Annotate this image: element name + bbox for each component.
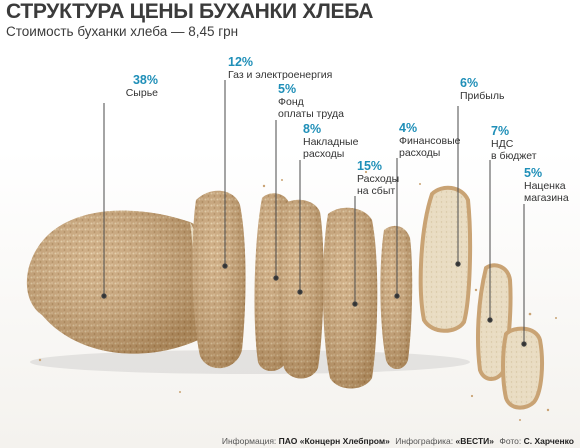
label-text: Сырье (125, 87, 158, 99)
page-title: СТРУКТУРА ЦЕНЫ БУХАНКИ ХЛЕБА (6, 0, 374, 23)
label-sales-costs: 15% Расходы на сбыт (357, 159, 399, 197)
graphics-label: Инфографика: (395, 436, 454, 446)
crumbs (38, 170, 557, 421)
photo-value: С. Харченко (523, 436, 574, 446)
label-gas-electricity: 12% Газ и электроенергия (228, 55, 332, 81)
label-text: НДС (491, 138, 514, 150)
slice-1 (192, 190, 246, 369)
label-text: Наценка (524, 180, 566, 192)
label-syrye: 38% Сырье (126, 73, 158, 99)
label-text: Газ и электроенергия (228, 69, 333, 81)
slice-3 (278, 199, 324, 379)
label-percent: 15% (357, 159, 383, 173)
label-text: в бюджет (491, 150, 537, 162)
label-overhead: 8% Накладные расходы (303, 122, 358, 160)
label-financial-costs: 4% Финансовые расходы (399, 121, 460, 159)
label-profit: 6% Прибыль (460, 76, 504, 102)
label-vat: 7% НДС в бюджет (491, 124, 537, 162)
page-subtitle: Стоимость буханки хлеба — 8,45 грн (6, 24, 239, 39)
label-text: расходы (399, 147, 441, 159)
leader-lines (101, 80, 527, 347)
label-percent: 38% (132, 73, 158, 87)
slice-4 (322, 207, 378, 389)
slice-6 (418, 185, 473, 333)
label-percent: 5% (278, 82, 297, 96)
label-text: расходы (303, 148, 345, 160)
label-text: Финансовые (399, 135, 461, 147)
info-value: ПАО «Концерн Хлебпром» (278, 436, 390, 446)
label-text: оплаты труда (278, 108, 344, 120)
label-text: Расходы (357, 173, 400, 185)
label-text: Прибыль (460, 90, 505, 102)
label-payroll: 5% Фонд оплаты труда (278, 82, 344, 120)
label-percent: 7% (491, 124, 510, 138)
label-text: на сбыт (357, 185, 396, 197)
photo-label: Фото: (499, 436, 522, 446)
label-text: Фонд (278, 96, 304, 108)
label-text: Накладные (303, 136, 359, 148)
label-percent: 4% (399, 121, 418, 135)
label-percent: 8% (303, 122, 322, 136)
label-percent: 5% (524, 166, 543, 180)
label-percent: 6% (460, 76, 479, 90)
graphics-value: «ВЕСТИ» (455, 436, 494, 446)
label-percent: 12% (228, 55, 254, 69)
slice-8 (501, 326, 544, 410)
label-text: магазина (524, 192, 569, 204)
info-label: Информация: (221, 436, 277, 446)
label-store-markup: 5% Наценка магазина (524, 166, 569, 204)
credits-footer: Информация: ПАО «Концерн Хлебпром» Инфог… (219, 436, 574, 446)
